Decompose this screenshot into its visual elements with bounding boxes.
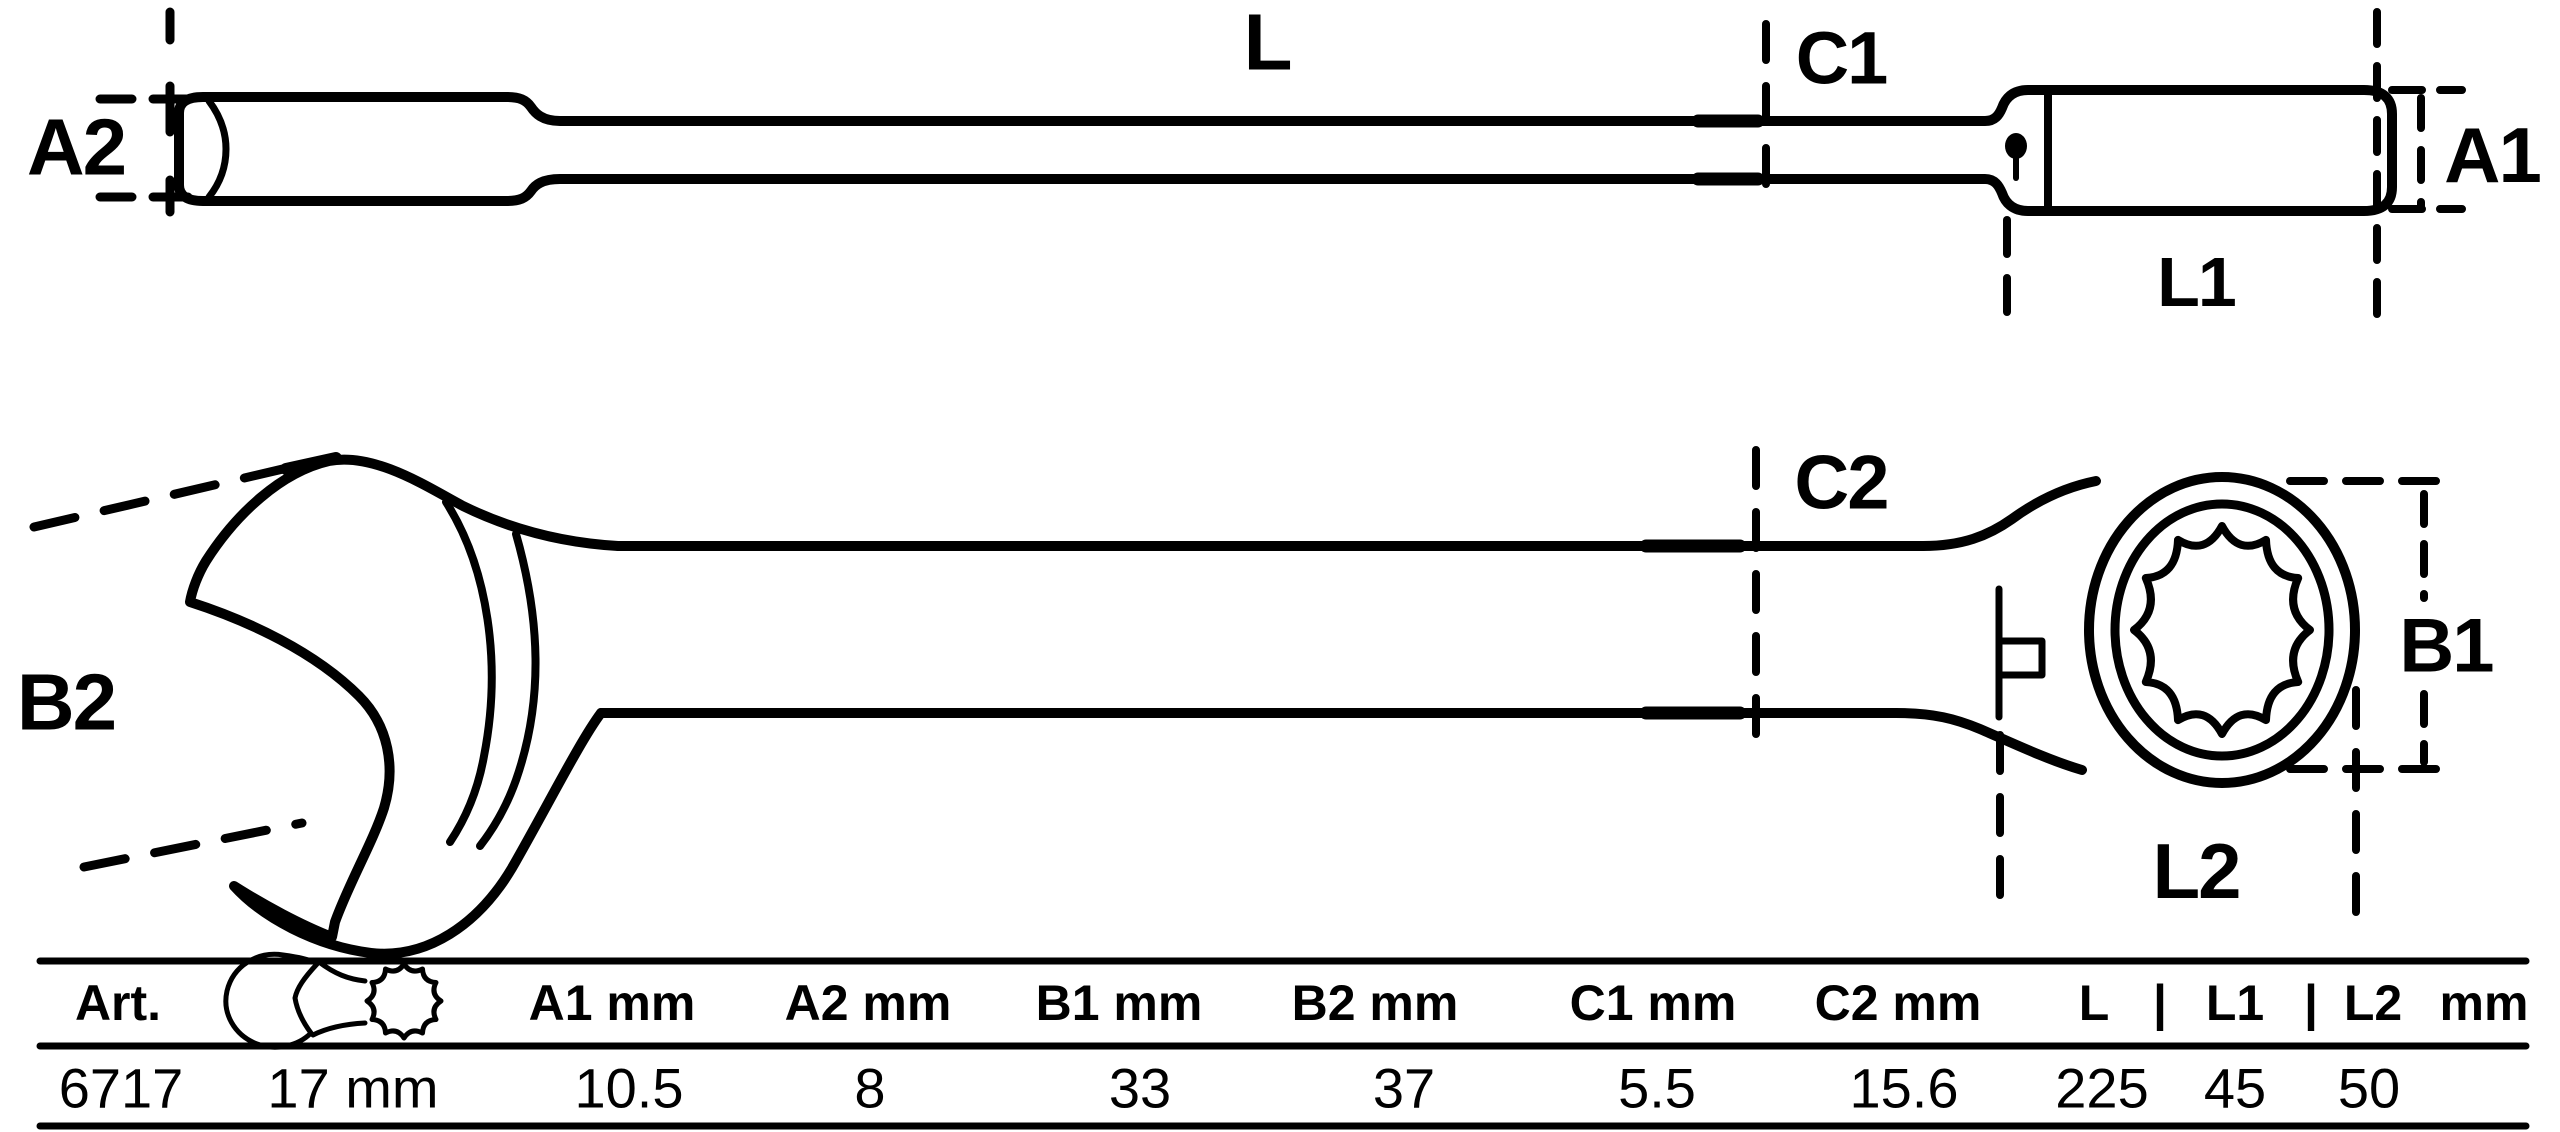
open-end-side-profile-arc <box>205 97 230 201</box>
a1-witness-dashes <box>2388 86 2466 213</box>
cell-size: 17 mm <box>267 1057 438 1120</box>
col-header-art: Art. <box>75 975 161 1031</box>
ratchet-pin-dot <box>2005 133 2027 159</box>
dim-label-l2: L2 <box>2152 827 2239 915</box>
dim-label-l1: L1 <box>2157 243 2235 321</box>
dim-label-a1: A1 <box>2444 111 2540 199</box>
cell-a1: 10.5 <box>575 1057 684 1120</box>
cell-b1: 33 <box>1109 1057 1171 1120</box>
dim-label-l: L <box>1244 0 1291 87</box>
cell-art: 6717 <box>59 1057 184 1120</box>
l2-dashed-lines <box>1996 686 2360 922</box>
b2-upper-dashed-diagonal <box>29 460 305 532</box>
col-header-sep2: | <box>2304 975 2318 1032</box>
ratchet-joint-seam <box>1995 585 2046 721</box>
col-header-c2: C2 mm <box>1815 975 1982 1031</box>
open-end-head-outline <box>185 454 623 959</box>
cell-c2: 15.6 <box>1850 1057 1959 1120</box>
plan-view: C2 B1 B2 L2 <box>17 441 2495 959</box>
col-header-l: L <box>2079 975 2110 1031</box>
col-header-mm: mm <box>2440 975 2529 1031</box>
cell-b2: 37 <box>1373 1057 1435 1120</box>
cell-l: 225 <box>2055 1057 2148 1120</box>
dim-label-b2: B2 <box>17 658 115 747</box>
col-header-b2: B2 mm <box>1292 975 1459 1031</box>
dim-label-c2: C2 <box>1794 441 1887 526</box>
cell-l2: 50 <box>2338 1057 2400 1120</box>
dim-label-b1: B1 <box>2399 604 2493 689</box>
dim-label-c1: C1 <box>1796 17 1887 100</box>
open-end-wrench-icon <box>223 951 368 1050</box>
dim-label-a2: A2 <box>27 103 125 192</box>
col-header-l1: L1 <box>2206 975 2264 1031</box>
12-point-ring-icon <box>364 961 444 1041</box>
side-view: A2 L C1 A1 L1 <box>27 0 2542 338</box>
cell-c1: 5.5 <box>1618 1057 1696 1120</box>
a2-dimension-ticks <box>95 7 193 217</box>
cell-a2: 8 <box>854 1057 885 1120</box>
ring-inner-rim <box>2110 499 2334 761</box>
c2-witness-ticks <box>1639 539 1747 720</box>
spec-table: Art. A1 mm A2 mm B1 mm B2 mm C1 mm C2 mm… <box>36 951 2530 1130</box>
col-header-b1: B1 mm <box>1036 975 1203 1031</box>
side-view-outline <box>174 85 2397 216</box>
col-header-a2: A2 mm <box>785 975 952 1031</box>
neck-to-ring-top <box>1918 476 2101 551</box>
col-header-l2: L2 <box>2344 975 2402 1031</box>
table-row: 6717 17 mm 10.5 8 33 37 5.5 15.6 225 45 … <box>59 1057 2400 1120</box>
head-interior-bevel-arcs <box>442 498 540 850</box>
b2-upper-tip-tick <box>280 452 342 475</box>
b2-lower-dashed-diagonal <box>79 818 307 872</box>
col-header-a1: A1 mm <box>529 975 696 1031</box>
ring-outer-ellipse <box>2084 472 2360 788</box>
col-header-c1: C1 mm <box>1570 975 1737 1031</box>
plan-shaft-lines <box>596 541 1928 718</box>
cell-l1: 45 <box>2204 1057 2266 1120</box>
b1-witness-dashes <box>2286 477 2442 773</box>
neck-to-ring-bottom <box>1891 708 2087 775</box>
c1-witness-ticks <box>1691 114 1765 186</box>
ring-12-point-profile <box>2130 522 2314 738</box>
col-header-sep1: | <box>2153 975 2167 1032</box>
